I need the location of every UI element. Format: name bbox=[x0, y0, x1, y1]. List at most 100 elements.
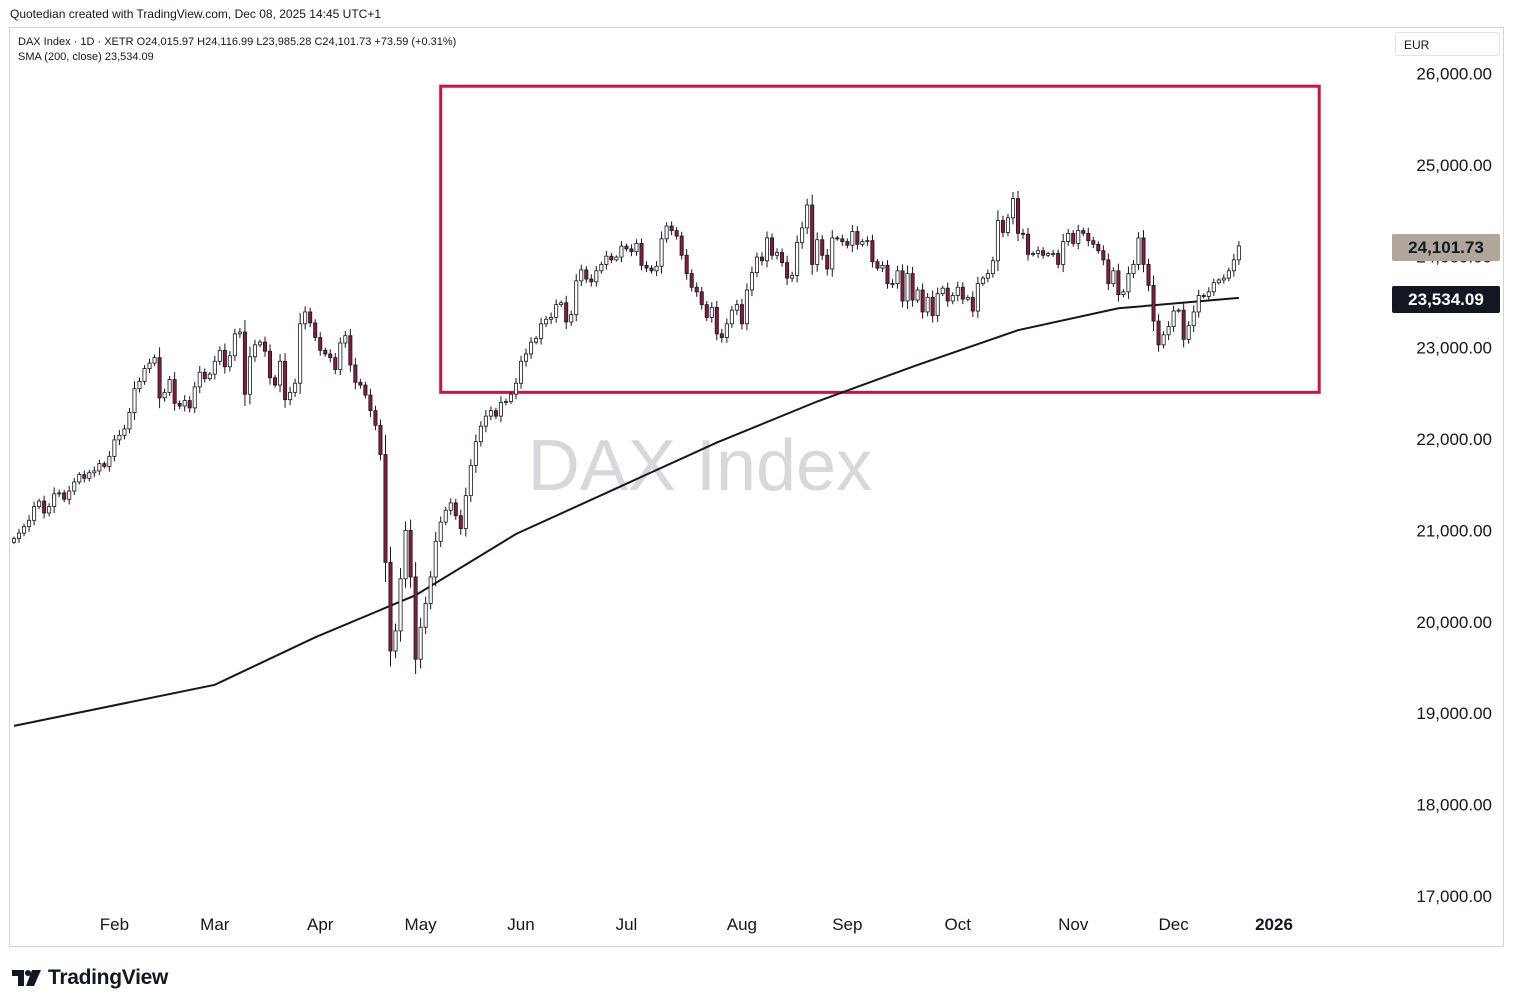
candle bbox=[1086, 227, 1091, 247]
candle-body bbox=[1096, 243, 1101, 252]
candle bbox=[298, 313, 303, 394]
candle bbox=[493, 407, 498, 419]
candle-body bbox=[273, 377, 278, 386]
candle bbox=[684, 249, 689, 280]
candle-body bbox=[775, 252, 780, 256]
candle-body bbox=[92, 470, 97, 474]
candle bbox=[303, 306, 308, 330]
candle bbox=[679, 231, 684, 260]
candle-body bbox=[905, 273, 910, 302]
candle-body bbox=[920, 289, 925, 313]
candle bbox=[473, 434, 478, 473]
candle bbox=[62, 490, 67, 503]
candle bbox=[945, 282, 950, 307]
candle bbox=[659, 231, 664, 274]
candle bbox=[729, 306, 734, 328]
candle bbox=[795, 235, 800, 283]
candle-body bbox=[1056, 253, 1061, 265]
chart-frame bbox=[9, 27, 1504, 947]
candle bbox=[544, 315, 549, 328]
candle-body bbox=[790, 274, 795, 279]
candle-body bbox=[965, 296, 970, 300]
candle bbox=[463, 487, 468, 537]
candle-body bbox=[37, 500, 42, 507]
chart-watermark: DAX Index bbox=[528, 426, 872, 506]
candle-body bbox=[363, 384, 368, 396]
candle-body bbox=[17, 532, 22, 539]
candle bbox=[1111, 267, 1116, 288]
candle-body bbox=[995, 220, 1000, 262]
candle bbox=[257, 339, 262, 348]
candle-body bbox=[544, 318, 549, 325]
candle bbox=[549, 312, 554, 325]
header-credit: Quotedian created with TradingView.com, … bbox=[10, 7, 381, 21]
candle-body bbox=[1226, 270, 1231, 279]
candle-body bbox=[107, 455, 112, 467]
candle bbox=[1041, 247, 1046, 259]
candle bbox=[453, 498, 458, 520]
candle-body bbox=[438, 521, 443, 542]
candle-body bbox=[428, 576, 433, 604]
last-price-badge: 24,101.73 bbox=[1392, 234, 1500, 261]
candle-body bbox=[87, 472, 92, 479]
candle-body bbox=[413, 576, 418, 660]
candle-body bbox=[202, 371, 207, 380]
candle bbox=[87, 469, 92, 482]
candle bbox=[870, 234, 875, 268]
candle bbox=[1221, 274, 1226, 284]
candle-body bbox=[689, 273, 694, 288]
candle bbox=[1131, 259, 1136, 278]
candle-body bbox=[283, 360, 288, 401]
candle-body bbox=[734, 304, 739, 311]
candle bbox=[739, 299, 744, 330]
candle-body bbox=[1206, 291, 1211, 297]
candle-body bbox=[293, 382, 298, 393]
candle-body bbox=[935, 293, 940, 316]
candle-body bbox=[519, 360, 524, 384]
candle bbox=[905, 265, 910, 309]
legend-close: C24,101.73 bbox=[314, 36, 372, 48]
candle-body bbox=[529, 341, 534, 355]
candle-body bbox=[1176, 309, 1181, 312]
candle-body bbox=[709, 306, 714, 318]
candle bbox=[117, 430, 122, 446]
candle-body bbox=[463, 495, 468, 529]
candle-body bbox=[1005, 217, 1010, 233]
candle-body bbox=[252, 344, 257, 358]
y-tick-label: 21,000.00 bbox=[1416, 521, 1492, 540]
candle-body bbox=[383, 454, 388, 563]
currency-selector[interactable]: EUR bbox=[1395, 32, 1500, 56]
candle-body bbox=[468, 465, 473, 497]
candle-body bbox=[388, 561, 393, 652]
candle bbox=[52, 487, 57, 513]
candle bbox=[579, 264, 584, 287]
candle-body bbox=[880, 264, 885, 269]
candle bbox=[649, 265, 654, 274]
candle bbox=[1156, 314, 1161, 352]
candle bbox=[1096, 241, 1101, 254]
candle bbox=[589, 274, 594, 287]
candle-body bbox=[167, 379, 172, 393]
candle-body bbox=[664, 225, 669, 240]
candle-body bbox=[192, 386, 197, 409]
candle-body bbox=[1121, 291, 1126, 295]
candle-body bbox=[554, 304, 559, 318]
candle-body bbox=[303, 311, 308, 325]
candle bbox=[1101, 245, 1106, 266]
candle bbox=[182, 395, 187, 412]
candle bbox=[990, 256, 995, 278]
candle bbox=[1121, 289, 1126, 298]
candle bbox=[1166, 321, 1171, 341]
candle bbox=[192, 381, 197, 414]
tradingview-logo[interactable]: TradingView bbox=[12, 966, 168, 990]
candle-body bbox=[855, 231, 860, 245]
candle-body bbox=[885, 264, 890, 285]
candle bbox=[699, 286, 704, 310]
candle-body bbox=[860, 241, 865, 245]
candle bbox=[288, 386, 293, 406]
candle-body bbox=[960, 286, 965, 300]
candle bbox=[724, 318, 729, 343]
candle-body bbox=[940, 287, 945, 295]
candle bbox=[704, 301, 709, 322]
